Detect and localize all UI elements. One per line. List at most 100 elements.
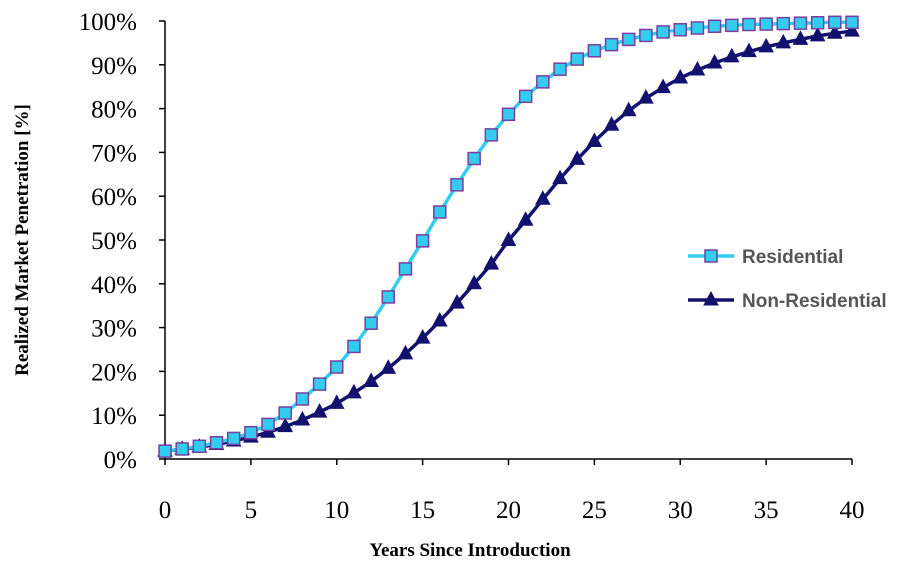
data-point xyxy=(415,234,430,248)
data-point xyxy=(620,101,637,117)
data-point xyxy=(552,169,568,185)
data-point xyxy=(535,190,551,205)
data-point xyxy=(414,329,431,344)
data-point xyxy=(347,339,361,354)
data-point xyxy=(725,18,739,33)
data-point xyxy=(380,359,397,374)
data-point xyxy=(536,75,550,89)
data-point xyxy=(328,394,345,409)
data-point xyxy=(467,151,481,166)
data-point xyxy=(346,383,362,399)
data-point xyxy=(209,436,224,450)
x-tick-label: 20 xyxy=(496,497,521,524)
data-point xyxy=(294,410,311,426)
y-tick-label: 60% xyxy=(91,184,137,211)
legend-item: Residential xyxy=(688,247,843,268)
y-axis-ticks: 0% 10% 20% 30% 40% 50% 60% 70% 80% 90% 100% xyxy=(79,9,165,474)
y-tick-label: 40% xyxy=(91,272,137,299)
data-point xyxy=(277,417,294,433)
data-point xyxy=(295,392,310,406)
data-point xyxy=(501,107,516,122)
data-point xyxy=(397,344,414,360)
data-point xyxy=(226,431,241,446)
data-point xyxy=(518,89,533,104)
x-tick-label: 25 xyxy=(582,497,607,524)
data-point xyxy=(639,28,653,43)
data-point xyxy=(381,290,396,304)
data-point xyxy=(621,32,636,47)
legend-item: Non-Residential xyxy=(688,290,887,312)
data-point xyxy=(570,52,584,66)
data-point xyxy=(707,19,722,34)
data-point xyxy=(810,16,825,30)
y-tick-label: 70% xyxy=(91,140,137,167)
x-tick-label: 5 xyxy=(245,497,258,524)
data-point xyxy=(758,37,774,53)
y-tick-label: 10% xyxy=(91,403,137,430)
data-point xyxy=(363,372,379,387)
data-point xyxy=(828,15,842,30)
data-point xyxy=(603,116,620,131)
legend-marker xyxy=(704,249,718,263)
data-point xyxy=(604,37,619,52)
data-point xyxy=(844,22,860,37)
data-point xyxy=(364,316,378,330)
data-point xyxy=(776,16,791,31)
x-tick-label: 30 xyxy=(668,497,693,524)
data-point xyxy=(192,439,207,454)
data-point xyxy=(449,294,465,309)
legend: Residential Non-Residential xyxy=(688,247,887,312)
data-point xyxy=(586,132,603,147)
data-point xyxy=(793,16,808,30)
series-non-residential xyxy=(157,22,860,457)
data-point xyxy=(690,21,705,35)
data-point xyxy=(742,17,756,32)
series-layer xyxy=(157,15,860,458)
data-point xyxy=(278,406,292,420)
data-point xyxy=(809,26,826,42)
data-point xyxy=(330,360,344,374)
data-point xyxy=(759,17,773,31)
data-point xyxy=(723,47,740,63)
legend-label: Residential xyxy=(742,247,843,268)
y-tick-label: 90% xyxy=(91,53,137,80)
x-axis-ticks: 0 5 10 15 20 25 30 35 40 xyxy=(159,459,865,524)
x-tick-label: 10 xyxy=(324,497,349,524)
y-tick-label: 80% xyxy=(91,97,137,124)
data-point xyxy=(483,255,500,270)
data-point xyxy=(792,30,809,45)
data-point xyxy=(638,89,654,104)
legend-label: Non-Residential xyxy=(742,291,887,312)
data-point xyxy=(175,442,189,456)
data-point xyxy=(312,377,327,391)
y-tick-label: 20% xyxy=(91,359,137,386)
data-point xyxy=(672,68,689,84)
data-point xyxy=(689,61,706,76)
data-point xyxy=(261,417,275,432)
y-tick-label: 100% xyxy=(79,9,137,36)
data-point xyxy=(673,23,687,37)
y-tick-label: 50% xyxy=(91,228,137,255)
data-point xyxy=(553,62,567,76)
data-point xyxy=(569,150,586,165)
data-point xyxy=(433,205,447,219)
series-residential xyxy=(158,15,859,458)
data-point xyxy=(311,403,328,418)
x-tick-label: 15 xyxy=(410,497,435,524)
data-point xyxy=(517,211,534,226)
x-axis-title: Years Since Introduction xyxy=(369,540,571,561)
y-tick-label: 30% xyxy=(91,316,137,343)
data-point xyxy=(741,42,757,58)
data-point xyxy=(500,231,517,246)
x-tick-label: 0 xyxy=(159,497,172,524)
data-point xyxy=(450,178,464,192)
data-point xyxy=(826,24,843,39)
data-point xyxy=(587,44,602,58)
data-point xyxy=(656,25,670,39)
data-point xyxy=(466,274,482,290)
data-point xyxy=(431,311,448,327)
x-tick-label: 40 xyxy=(840,497,865,524)
data-point xyxy=(655,78,671,94)
data-point xyxy=(158,444,172,458)
